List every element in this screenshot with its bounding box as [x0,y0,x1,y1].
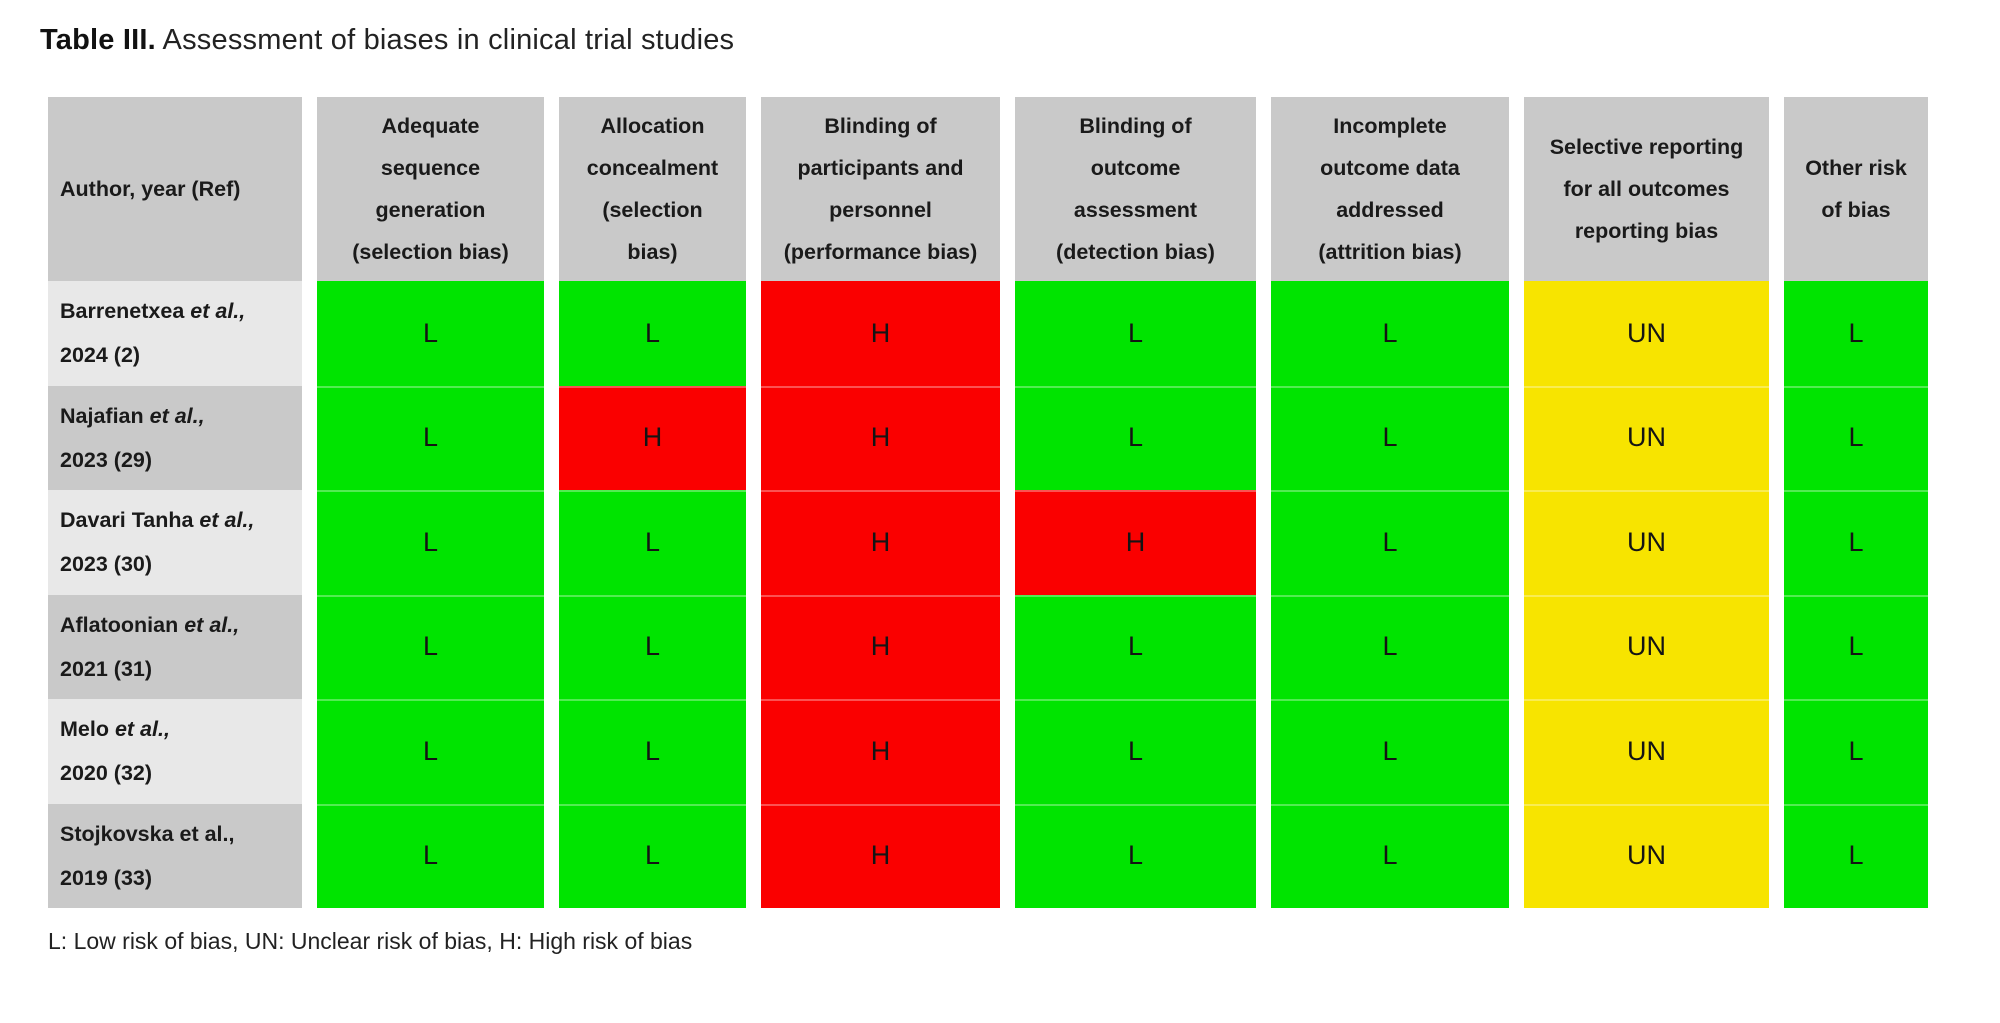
author-year-line: 2023 (30) [60,552,153,577]
author-cell: Stojkovska et al., 2019 (33) [48,803,302,908]
rating-cell: L [1015,594,1256,699]
rating-cell: L [559,281,746,386]
rating-cell: L [1015,385,1256,490]
rating-cell: L [317,490,544,595]
rating-cell: L [317,699,544,804]
legend-text: L: Low risk of bias, UN: Unclear risk of… [48,928,693,954]
rating-cell: UN [1524,490,1769,595]
author-year-line: 2019 (33) [60,865,153,890]
author-year-line: 2020 (32) [60,761,153,786]
column-header-blinding-outcome: Blinding of outcome assessment (detectio… [1015,97,1256,281]
rating-cell: H [761,385,1000,490]
author-name-line: Aflatoonian et al., [60,612,240,637]
table-title: Table III. Assessment of biases in clini… [40,24,734,57]
rating-cell: H [761,490,1000,595]
rating-cell: L [1271,594,1509,699]
author-cell: Aflatoonian et al., 2021 (31) [48,594,302,699]
rating-cell: H [761,594,1000,699]
author-name-line: Najafian et al., [60,403,205,428]
column-header-author: Author, year (Ref) [48,97,302,281]
rating-cell: L [559,594,746,699]
author-cell: Barrenetxea et al., 2024 (2) [48,281,302,386]
table-title-text: Assessment of biases in clinical trial s… [155,24,735,56]
author-year-line: 2021 (31) [60,656,153,681]
rating-cell: UN [1524,803,1769,908]
author-name-line: Melo et al., [60,717,170,742]
rating-cell: L [559,699,746,804]
rating-cell: H [1015,490,1256,595]
rating-cell: H [761,699,1000,804]
rating-cell: L [1784,803,1928,908]
rating-cell: L [1271,699,1509,804]
author-cell: Melo et al., 2020 (32) [48,699,302,804]
column-header-allocation-concealment: Allocation concealment (selection bias) [559,97,746,281]
rating-cell: H [761,803,1000,908]
rating-cell: L [317,281,544,386]
author-cell: Davari Tanha et al., 2023 (30) [48,490,302,595]
rating-cell: L [559,803,746,908]
author-name-line: Stojkovska et al., [60,821,235,846]
rating-cell: L [1015,699,1256,804]
rating-cell: L [1271,385,1509,490]
author-year-line: 2024 (2) [60,343,141,368]
rating-cell: L [1784,490,1928,595]
rating-cell: H [761,281,1000,386]
rating-cell: L [1784,385,1928,490]
rating-cell: L [1784,281,1928,386]
rating-cell: L [317,803,544,908]
column-header-selective-reporting: Selective reporting for all outcomes rep… [1524,97,1769,281]
rating-cell: L [1784,699,1928,804]
rating-cell: L [1015,281,1256,386]
column-header-blinding-participants: Blinding of participants and personnel (… [761,97,1000,281]
column-header-other-risk: Other risk of bias [1784,97,1928,281]
rating-cell: H [559,385,746,490]
rating-cell: L [1784,594,1928,699]
column-header-incomplete-outcome: Incomplete outcome data addressed (attri… [1271,97,1509,281]
rating-cell: UN [1524,385,1769,490]
rating-cell: L [317,594,544,699]
rating-cell: L [1015,803,1256,908]
rating-cell: UN [1524,594,1769,699]
rating-cell: L [1271,281,1509,386]
author-year-line: 2023 (29) [60,447,153,472]
author-name-line: Barrenetxea et al., [60,299,246,324]
author-cell: Najafian et al., 2023 (29) [48,385,302,490]
rating-cell: L [317,385,544,490]
rating-cell: L [559,490,746,595]
rating-cell: UN [1524,281,1769,386]
risk-of-bias-table: Author, year (Ref) Adequate sequence gen… [48,97,1928,908]
author-name-line: Davari Tanha et al., [60,508,255,533]
rating-cell: L [1271,490,1509,595]
column-header-sequence-generation: Adequate sequence generation (selection … [317,97,544,281]
rating-cell: UN [1524,699,1769,804]
table-title-label: Table III. [40,24,156,56]
rating-cell: L [1271,803,1509,908]
